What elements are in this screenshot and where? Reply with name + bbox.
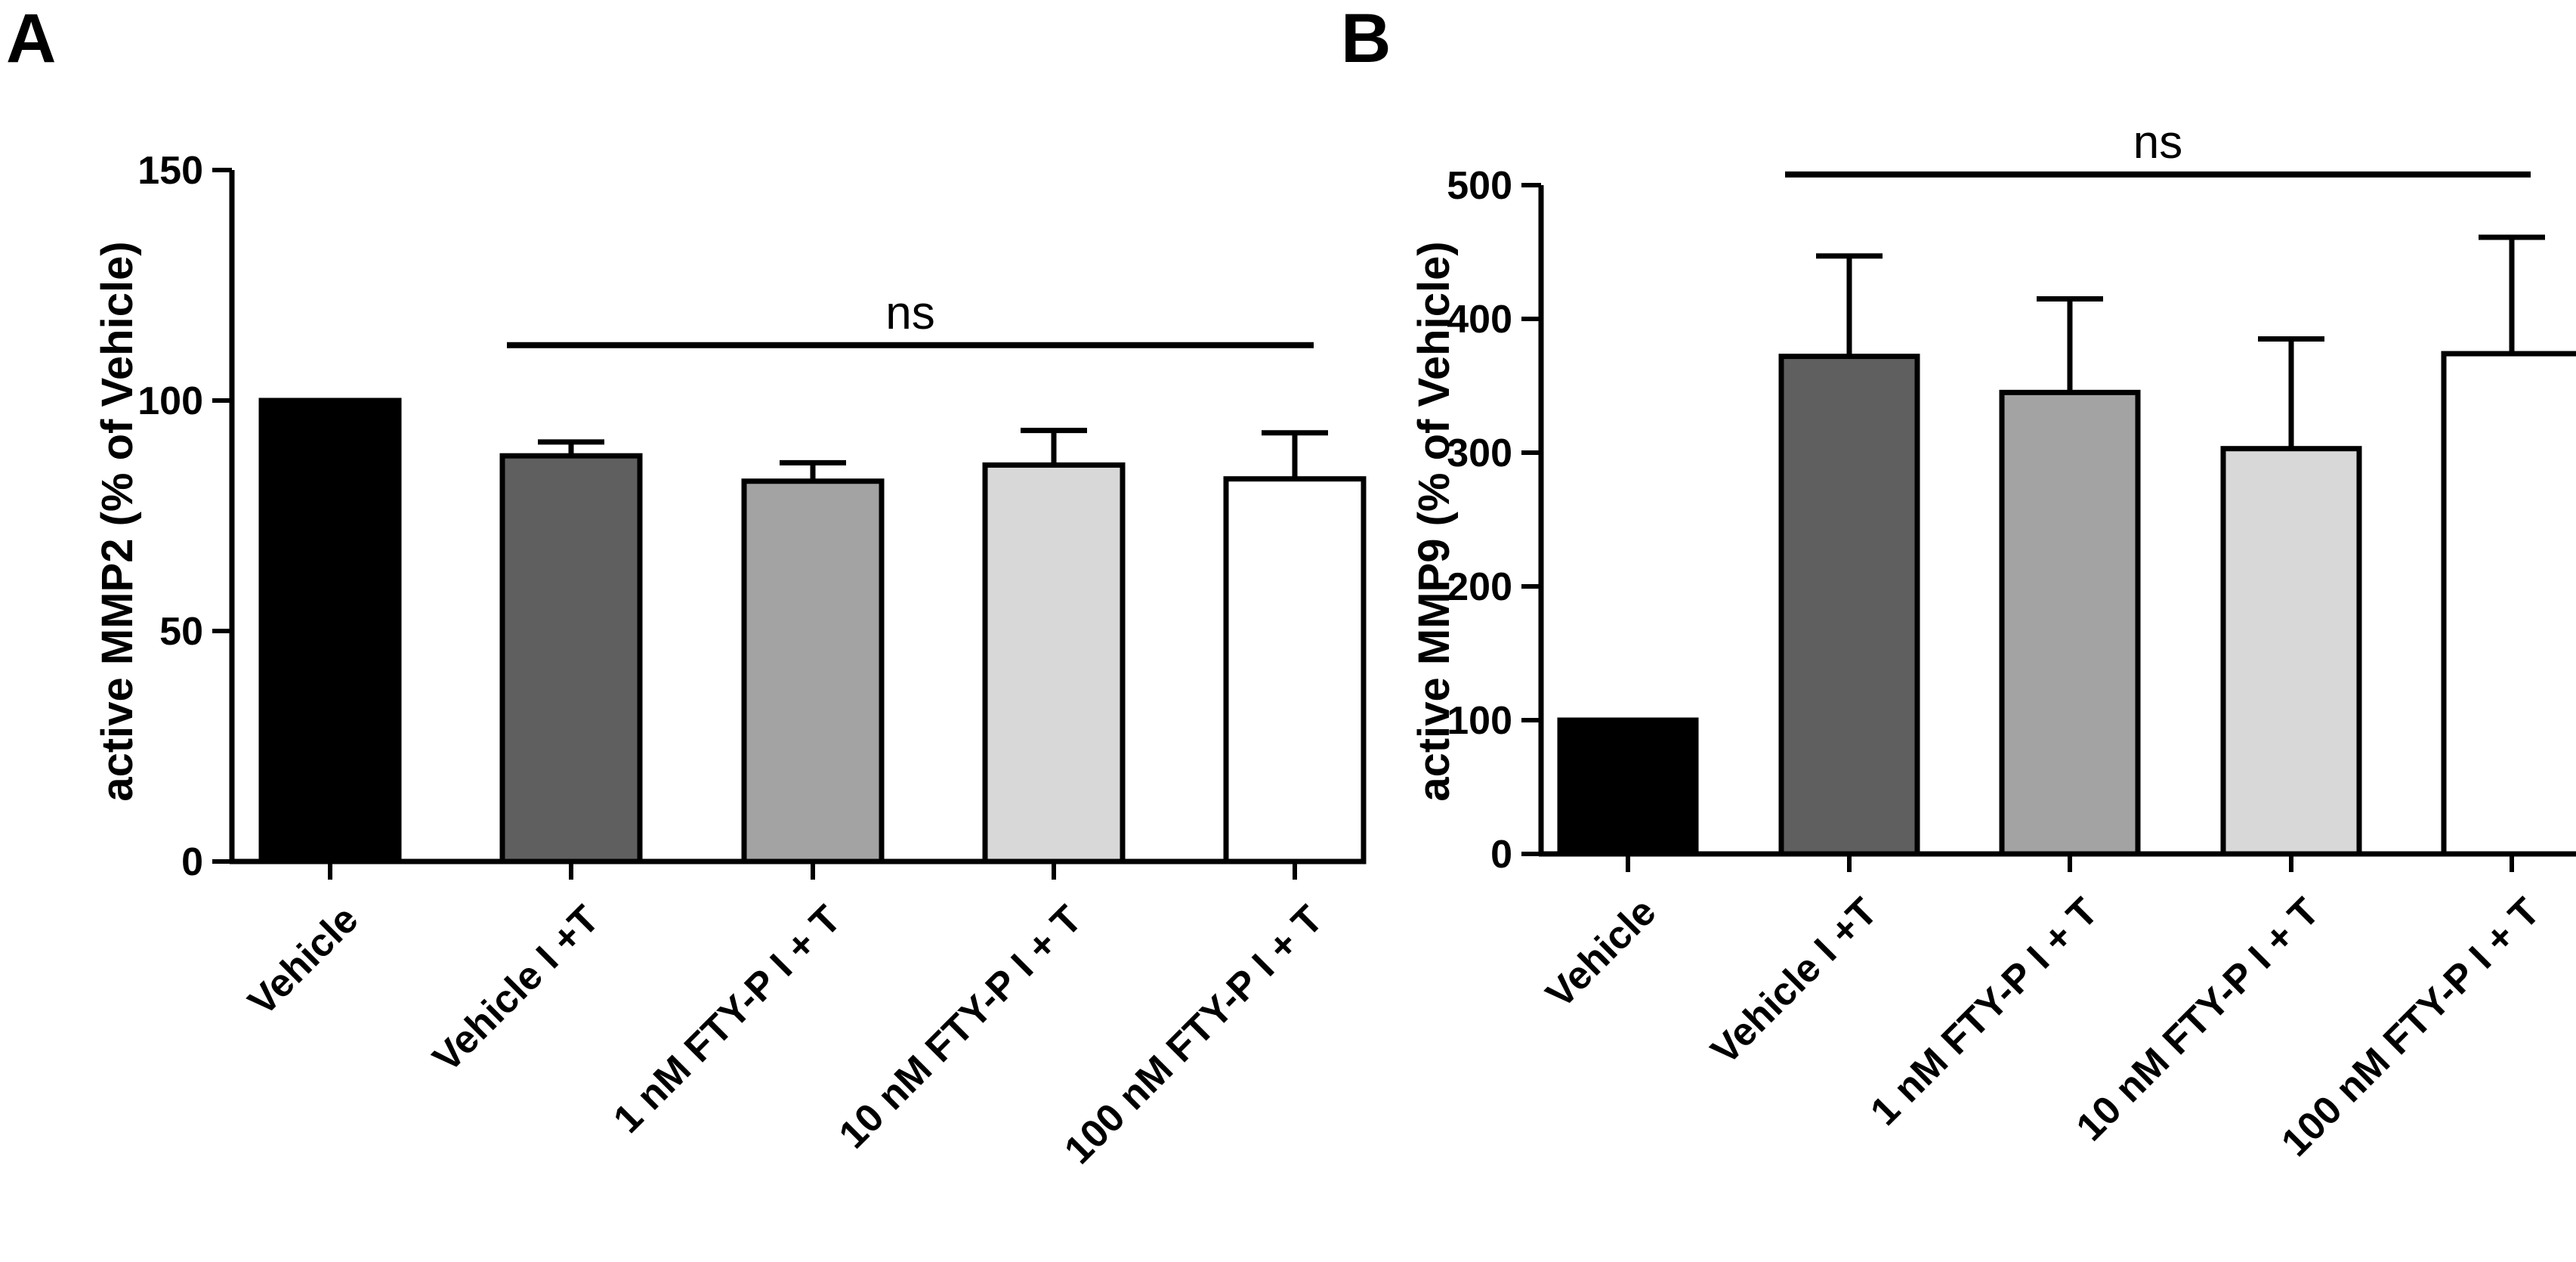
panel-b-x-tick-label: 1 nM FTY-P I + T bbox=[1862, 889, 2106, 1134]
panel-a-x-tick-label: Vehicle bbox=[240, 897, 367, 1024]
panel-b-bar bbox=[2220, 446, 2362, 857]
panel-a-y-tick-label: 0 bbox=[181, 840, 203, 884]
panel-b-y-tick-label: 400 bbox=[1447, 298, 1512, 342]
panel-b-y-tick-label: 200 bbox=[1447, 565, 1512, 609]
panel-a-bar bbox=[1223, 476, 1367, 865]
panel-b-chart: B active MMP9 (% of Vehicle) 0 100 200 300 4… bbox=[1341, 0, 2576, 1165]
panel-a-chart: A active MMP2 (% of Vehicle) 0 50 100 150 Ve… bbox=[6, 0, 1367, 1173]
panel-a-x-tick-label: 1 nM FTY-P I + T bbox=[605, 897, 849, 1141]
panel-b-bar bbox=[1557, 717, 1699, 857]
panel-b-y-tick-label: 500 bbox=[1447, 164, 1512, 208]
panel-a-y-tick-label: 150 bbox=[137, 149, 203, 193]
panel-letter-a: A bbox=[6, 0, 56, 77]
panel-a-y-tick-label: 100 bbox=[137, 379, 203, 423]
panel-a-x-tick-label: Vehicle I +T bbox=[425, 897, 607, 1080]
panel-b-x-tick-label: Vehicle I +T bbox=[1703, 889, 1886, 1072]
panel-b-x-tick-label: Vehicle bbox=[1538, 889, 1665, 1016]
panel-letter-b: B bbox=[1341, 0, 1391, 77]
panel-a-y-axis-label: active MMP2 (% of Vehicle) bbox=[93, 241, 142, 801]
panel-b-y-tick-label: 0 bbox=[1490, 833, 1512, 877]
panel-a-bar bbox=[741, 478, 885, 865]
panel-a-y-tick-label: 50 bbox=[159, 610, 203, 654]
panel-a-bar bbox=[499, 453, 643, 865]
panel-b-y-axis-label: active MMP9 (% of Vehicle) bbox=[1410, 241, 1459, 801]
panel-a-x-tick-label: 10 nM FTY-P I + T bbox=[831, 897, 1091, 1157]
panel-b-y-tick-label: 100 bbox=[1447, 699, 1512, 743]
panel-b-y-tick-label: 300 bbox=[1447, 431, 1512, 475]
panel-b-x-tick-label: 10 nM FTY-P I + T bbox=[2068, 889, 2328, 1149]
panel-a-bar bbox=[258, 397, 402, 865]
panel-b-bar bbox=[1778, 354, 1920, 857]
panel-b-significance-label: ns bbox=[2133, 116, 2182, 169]
panel-b-bar bbox=[1999, 389, 2141, 857]
panel-a-bar bbox=[982, 462, 1126, 865]
panel-a-x-tick-label: 100 nM FTY-P I + T bbox=[1056, 897, 1331, 1172]
panel-b-bar bbox=[2441, 351, 2576, 857]
panel-a-significance-label: ns bbox=[885, 287, 934, 339]
